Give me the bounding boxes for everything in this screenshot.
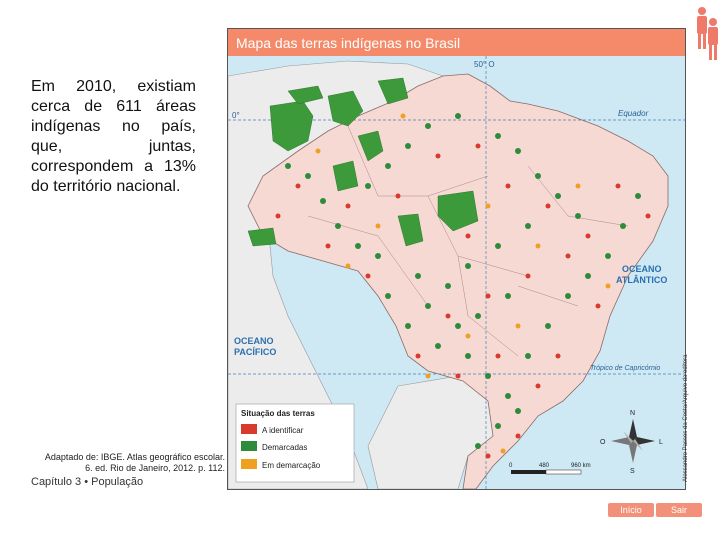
intro-paragraph: Em 2010, existiam cerca de 611 áreas ind… xyxy=(31,78,196,195)
map-title-bar: Mapa das terras indígenas no Brasil xyxy=(228,29,685,56)
compass-n: N xyxy=(630,410,635,417)
map-source: Adaptado de: IBGE. Atlas geográfico esco… xyxy=(44,452,225,473)
scale-tick-480: 480 xyxy=(539,463,550,469)
sair-button[interactable]: Sair xyxy=(656,503,702,517)
legend-swatch-demarcated xyxy=(241,441,257,451)
capricorn-label: Trópico de Capricórnio xyxy=(590,365,660,372)
demarcated-large-areas xyxy=(247,77,479,247)
map-title: Mapa das terras indígenas no Brasil xyxy=(236,35,461,51)
scale-bar: 0 480 960 km xyxy=(509,463,591,475)
compass-l: L xyxy=(659,439,663,446)
map-legend: Situação das terras A identificar Demarc… xyxy=(235,403,355,483)
legend-label-identify: A identificar xyxy=(262,426,304,435)
legend-label-demarcated: Demarcadas xyxy=(262,443,307,452)
compass-rose: N S L O xyxy=(600,410,663,475)
inicio-button[interactable]: Início xyxy=(608,503,654,517)
people-icon xyxy=(697,7,718,60)
chapter-footer: Capítulo 3 • População xyxy=(31,476,144,488)
legend-label-in-progress: Em demarcação xyxy=(262,461,321,470)
equator-label: Equador xyxy=(618,109,649,118)
indigenous-land-markers xyxy=(275,113,651,459)
atlantic-ocean-label-2: ATLÂNTICO xyxy=(616,274,667,285)
compass-o: O xyxy=(600,439,606,446)
pacific-ocean-label-2: PACÍFICO xyxy=(234,347,276,357)
equator-degree-label: 0° xyxy=(232,111,240,120)
map-figure: Mapa das terras indígenas no Brasil 50° … xyxy=(227,28,686,490)
scale-tick-960: 960 km xyxy=(571,463,591,469)
legend-swatch-in-progress xyxy=(241,459,257,469)
legend-swatch-identify xyxy=(241,424,257,434)
brazil-map: 50° O 0° Equador Trópico de Capricórnio … xyxy=(228,56,685,489)
atlantic-ocean-label-1: OCEANO xyxy=(622,264,662,274)
pacific-ocean-label-1: OCEANO xyxy=(234,336,274,346)
meridian-label: 50° O xyxy=(474,60,495,69)
image-credit: Alessandro Passos da Costa/Arquivo da ed… xyxy=(683,354,689,482)
legend-title: Situação das terras xyxy=(241,409,315,418)
compass-s: S xyxy=(630,468,635,475)
scale-tick-0: 0 xyxy=(509,463,513,469)
